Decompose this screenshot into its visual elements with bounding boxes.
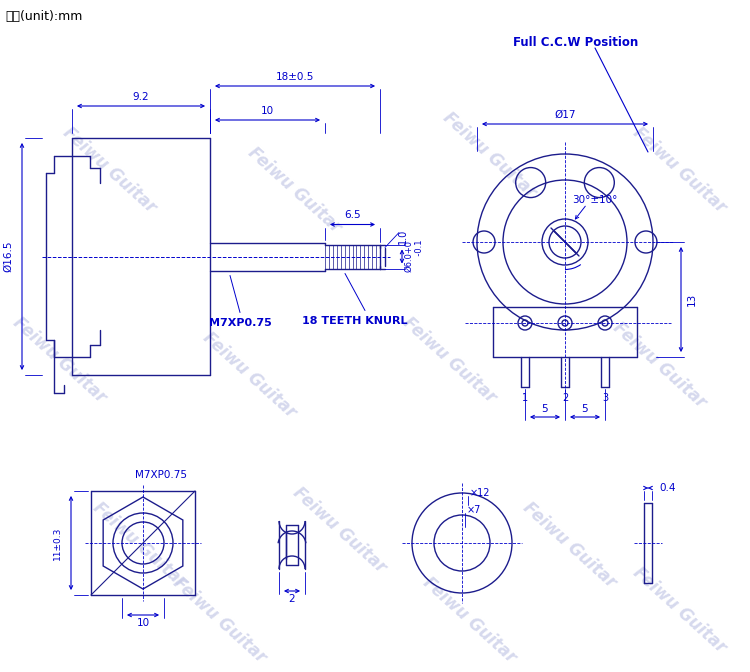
Text: Ø17: Ø17 [554, 110, 576, 120]
Text: Feiwu Guitar: Feiwu Guitar [290, 484, 390, 577]
Text: M7XP0.75: M7XP0.75 [209, 317, 272, 327]
Text: 10: 10 [136, 618, 149, 628]
Text: Feiwu Guitar: Feiwu Guitar [440, 109, 540, 202]
Text: Feiwu Guitar: Feiwu Guitar [60, 124, 160, 216]
Text: 11±0.3: 11±0.3 [53, 526, 62, 560]
Text: 5: 5 [542, 404, 548, 414]
Text: 9.2: 9.2 [133, 92, 149, 102]
Text: 6.5: 6.5 [344, 210, 361, 220]
Text: 5: 5 [582, 404, 588, 414]
Text: M7XP0.75: M7XP0.75 [135, 470, 187, 480]
Text: 18±0.5: 18±0.5 [276, 72, 314, 82]
Text: Feiwu Guitar: Feiwu Guitar [10, 314, 110, 407]
Text: ×7: ×7 [467, 505, 482, 515]
Text: 2: 2 [562, 393, 568, 403]
Text: 2: 2 [289, 594, 296, 604]
Text: Ø16.5: Ø16.5 [3, 241, 13, 272]
Text: 3: 3 [602, 393, 608, 403]
Text: Feiwu Guitar: Feiwu Guitar [420, 573, 520, 667]
Text: 0.4: 0.4 [660, 483, 676, 493]
Text: Feiwu Guitar: Feiwu Guitar [90, 499, 190, 591]
Text: 30°±10°: 30°±10° [572, 195, 618, 205]
Text: Full C.C.W Position: Full C.C.W Position [513, 36, 638, 48]
Text: Feiwu Guitar: Feiwu Guitar [630, 564, 730, 657]
Text: Feiwu Guitar: Feiwu Guitar [630, 124, 730, 216]
Text: Feiwu Guitar: Feiwu Guitar [610, 319, 710, 411]
Text: 单位(unit):mm: 单位(unit):mm [5, 10, 82, 23]
Text: Ø6.0+0
       -0.1: Ø6.0+0 -0.1 [404, 239, 424, 274]
Text: 18 TEETH KNURL: 18 TEETH KNURL [302, 315, 408, 325]
Text: Feiwu Guitar: Feiwu Guitar [400, 314, 500, 407]
Text: Feiwu Guitar: Feiwu Guitar [520, 499, 620, 591]
Text: 1: 1 [522, 393, 528, 403]
Text: ×12: ×12 [470, 488, 490, 498]
Text: 10: 10 [261, 106, 274, 116]
Text: Feiwu Guitar: Feiwu Guitar [244, 144, 345, 237]
Text: Feiwu Guitar: Feiwu Guitar [170, 573, 270, 667]
Text: 1.0: 1.0 [398, 229, 408, 244]
Text: 13: 13 [687, 293, 697, 306]
Text: Feiwu Guitar: Feiwu Guitar [200, 329, 300, 421]
